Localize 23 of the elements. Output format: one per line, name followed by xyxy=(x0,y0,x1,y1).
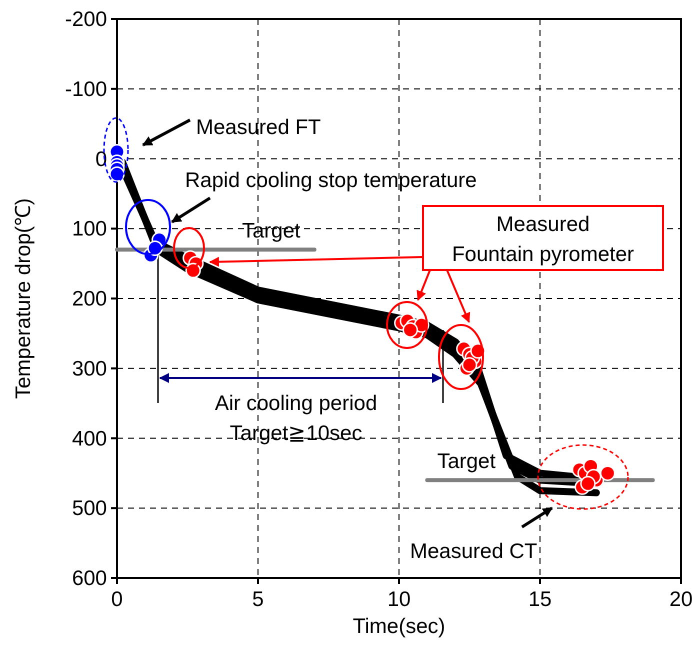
annotation: Target≧10sec xyxy=(230,422,362,445)
y-axis-title: Temperature drop(℃) xyxy=(12,198,35,399)
series-label: Target xyxy=(242,220,301,243)
y-tick-label: 100 xyxy=(72,218,107,241)
annotation: Rapid cooling stop temperature xyxy=(185,169,477,192)
y-tick-label: 500 xyxy=(72,497,107,520)
x-tick-label: 5 xyxy=(252,588,264,611)
x-tick-label: 0 xyxy=(111,588,123,611)
x-tick-label: 15 xyxy=(528,588,552,611)
y-tick-label: -100 xyxy=(64,78,107,101)
y-tick-label: 400 xyxy=(72,427,107,450)
annotation: Measured CT xyxy=(410,540,538,563)
x-tick-label: 10 xyxy=(387,588,411,611)
annotation: Measured FT xyxy=(196,116,322,139)
x-tick-label: 20 xyxy=(669,588,693,611)
y-tick-label: 600 xyxy=(72,567,107,590)
annotation: Air cooling period xyxy=(214,392,378,415)
x-axis-title: Time(sec) xyxy=(352,615,446,638)
y-tick-label: -200 xyxy=(64,8,107,31)
annotation: Measured Fountain pyrometer xyxy=(452,213,634,266)
y-tick-label: 200 xyxy=(72,288,107,310)
series-label: Target xyxy=(437,450,496,474)
y-tick-label: 300 xyxy=(72,357,107,380)
